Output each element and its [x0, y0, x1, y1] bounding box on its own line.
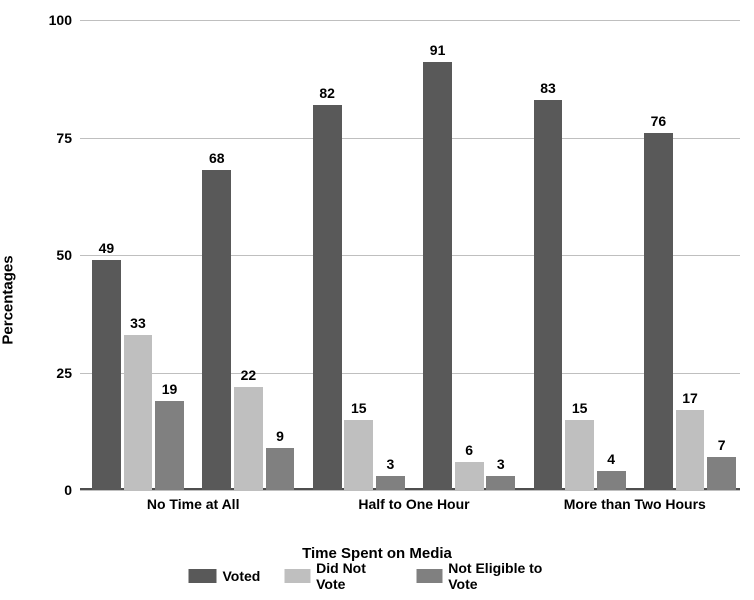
gridline — [80, 20, 740, 21]
legend-item: Voted — [189, 568, 261, 584]
bar-value-label: 4 — [607, 451, 615, 467]
bar: 83 — [534, 100, 563, 490]
bar: 82 — [313, 105, 342, 490]
bar-value-label: 33 — [130, 315, 146, 331]
bar-value-label: 91 — [430, 42, 446, 58]
x-category-label: More than Two Hours — [564, 496, 706, 512]
bar: 3 — [376, 476, 405, 490]
bar-value-label: 15 — [572, 400, 588, 416]
bar-value-label: 22 — [241, 367, 257, 383]
gridline — [80, 255, 740, 256]
legend-swatch — [284, 569, 310, 583]
bar: 33 — [124, 335, 153, 490]
bar-value-label: 3 — [497, 456, 505, 472]
gridline — [80, 138, 740, 139]
legend-item: Did Not Vote — [284, 560, 392, 592]
bar: 22 — [234, 387, 263, 490]
bar-value-label: 17 — [682, 390, 698, 406]
gridline — [80, 373, 740, 374]
bar-value-label: 76 — [651, 113, 667, 129]
y-tick-label: 50 — [56, 247, 72, 263]
y-tick-label: 75 — [56, 130, 72, 146]
bar-value-label: 49 — [99, 240, 115, 256]
legend-swatch — [416, 569, 442, 583]
bar: 9 — [266, 448, 295, 490]
gridline — [80, 490, 740, 491]
bar-value-label: 3 — [386, 456, 394, 472]
bar: 19 — [155, 401, 184, 490]
x-category-label: Half to One Hour — [358, 496, 469, 512]
bar: 49 — [92, 260, 121, 490]
bar: 17 — [676, 410, 705, 490]
legend-swatch — [189, 569, 217, 583]
legend-label: Not Eligible to Vote — [448, 560, 565, 592]
bar: 76 — [644, 133, 673, 490]
legend: Voted Did Not Vote Not Eligible to Vote — [189, 560, 566, 592]
bar-value-label: 82 — [319, 85, 335, 101]
legend-item: Not Eligible to Vote — [416, 560, 565, 592]
y-tick-label: 25 — [56, 365, 72, 381]
bar: 6 — [455, 462, 484, 490]
bar: 4 — [597, 471, 626, 490]
bar-value-label: 68 — [209, 150, 225, 166]
y-tick-label: 100 — [49, 12, 72, 28]
bar-value-label: 83 — [540, 80, 556, 96]
bar-value-label: 9 — [276, 428, 284, 444]
legend-label: Voted — [223, 568, 261, 584]
bar-value-label: 15 — [351, 400, 367, 416]
bar-value-label: 6 — [465, 442, 473, 458]
bar: 68 — [202, 170, 231, 490]
bar: 15 — [565, 420, 594, 491]
y-tick-label: 0 — [64, 482, 72, 498]
chart-container: Percentages Time Spent on Media 02550751… — [0, 0, 754, 600]
legend-label: Did Not Vote — [316, 560, 392, 592]
bar-value-label: 19 — [162, 381, 178, 397]
bar: 91 — [423, 62, 452, 490]
bar: 15 — [344, 420, 373, 491]
bar: 3 — [486, 476, 515, 490]
x-category-label: No Time at All — [147, 496, 240, 512]
bar: 7 — [707, 457, 736, 490]
y-axis-title: Percentages — [0, 255, 17, 344]
plot-area: 0255075100493319682298215391638315476177… — [80, 20, 740, 490]
bar-value-label: 7 — [718, 437, 726, 453]
